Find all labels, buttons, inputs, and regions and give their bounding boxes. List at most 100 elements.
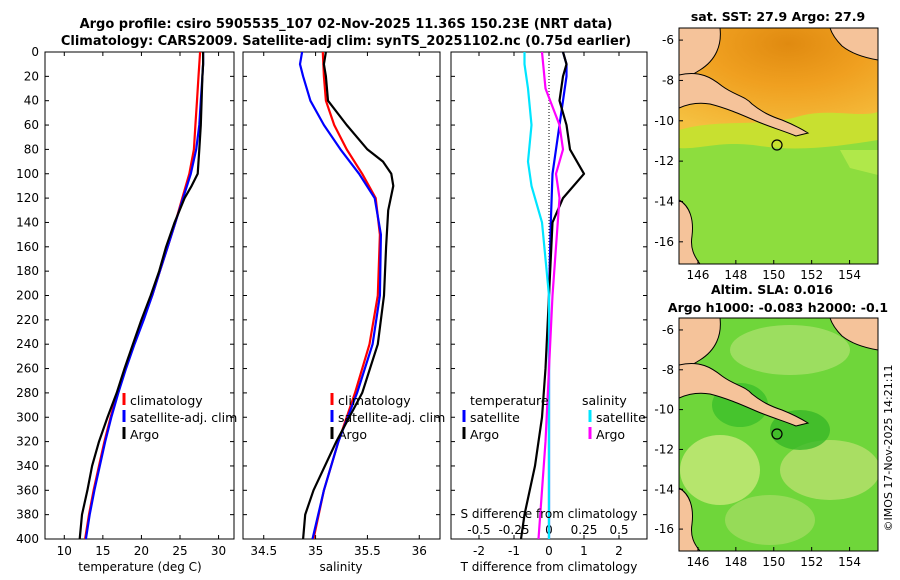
map-x-tick-label: 150: [762, 268, 785, 282]
title-line-1: Argo profile: csiro 5905535_107 02-Nov-2…: [80, 17, 613, 32]
y-tick-label: 320: [16, 435, 39, 449]
land-cape-york: [679, 199, 701, 264]
x-tick-label: -1: [508, 544, 520, 558]
argo-position-marker: [771, 428, 783, 440]
x-tick-label: 20: [134, 544, 149, 558]
map-x-tick-label: 154: [838, 268, 861, 282]
x-tick-label: 35.5: [354, 544, 381, 558]
temperature-xlabel: temperature (deg C): [78, 560, 201, 574]
map-x-tick-label: 152: [800, 268, 823, 282]
sla-high-patch: [725, 495, 815, 545]
map-y-tick-label: -12: [654, 442, 674, 456]
y-tick-label: 220: [16, 313, 39, 327]
map-y-tick-label: -6: [662, 33, 674, 47]
x-tick-label: 2: [615, 544, 623, 558]
y-tick-label: 120: [16, 191, 39, 205]
difference-lines: [519, 52, 586, 539]
sla-high-patch: [780, 440, 878, 500]
temperature-panel: 0 20 40 60 80 100 120 140 160 180 200 220 240 260 280 3…: [16, 45, 237, 574]
land-png-tail: [679, 72, 810, 137]
legend-t-argo: Argo: [470, 427, 499, 442]
sla-high-patch: [680, 435, 760, 505]
map-x-tick-label: 152: [800, 555, 823, 569]
temperature-axes-box: [44, 51, 235, 540]
y-tick-label: 200: [16, 289, 39, 303]
y-tick-label: 300: [16, 410, 39, 424]
y-tick-label: 20: [24, 69, 39, 83]
argo-position-marker: [771, 139, 783, 151]
y-tick-label: 140: [16, 215, 39, 229]
map-y-tick-label: -16: [654, 235, 674, 249]
legend-climatology: climatology: [338, 393, 411, 408]
salinity-xlabel: salinity: [319, 560, 362, 574]
series-argo: [302, 52, 395, 539]
sst-map: sat. SST: 27.9 Argo: 27.9 146 148 150 152 15…: [654, 9, 879, 282]
difference-panel: -2 -1 0 1 2-0.5 -0.25 0 0.25 0.5 T difference fr…: [450, 51, 648, 574]
difference-legend: temperature salinity satellite Argo sate…: [462, 393, 646, 442]
land-new-britain: [829, 28, 878, 61]
x-tick-label-s: 0.5: [609, 523, 628, 537]
map-x-tick-label: 148: [724, 268, 747, 282]
salinity-axes-box: [242, 51, 441, 540]
x-tick-label-s: 0.25: [571, 523, 598, 537]
temperature-legend: climatology satellite-adj. clim Argo: [122, 393, 237, 442]
salinity-ticks: 34.5 35 35.5 36: [243, 51, 440, 558]
series-s-satellite: [523, 52, 551, 539]
map-y-tick-label: -14: [654, 482, 674, 496]
legend-argo: Argo: [338, 427, 367, 442]
y-tick-label: 380: [16, 508, 39, 522]
sla-map: Altim. SLA: 0.016 Argo h1000: -0.083 h20…: [654, 282, 888, 569]
y-tick-label: 400: [16, 532, 39, 546]
map-y-tick-label: -16: [654, 522, 674, 536]
series-s-argo: [537, 52, 565, 539]
x-tick-label: 36: [412, 544, 427, 558]
map-x-tick-label: 154: [838, 555, 861, 569]
x-tick-label: 30: [211, 544, 226, 558]
salinity-legend: climatology satellite-adj. clim Argo: [330, 393, 445, 442]
x-tick-label: -2: [473, 544, 485, 558]
map-y-tick-label: -10: [654, 114, 674, 128]
map-x-tick-label: 146: [686, 555, 709, 569]
difference-xlabel-s: S difference from climatology: [461, 507, 638, 521]
map-y-tick-label: -8: [662, 363, 674, 377]
y-tick-label: 0: [31, 45, 39, 59]
legend-satellite: satellite-adj. clim: [130, 410, 237, 425]
salinity-panel: 34.5 35 35.5 36 salinity climatology satell…: [242, 51, 445, 574]
y-tick-label: 340: [16, 459, 39, 473]
land-new-britain: [829, 318, 878, 351]
legend-climatology: climatology: [130, 393, 203, 408]
legend-header-salinity: salinity: [582, 393, 627, 408]
y-tick-label: 40: [24, 94, 39, 108]
difference-xlabel-t: T difference from climatology: [460, 560, 638, 574]
x-tick-label-s: -0.5: [467, 523, 490, 537]
sst-transition-band: [679, 112, 878, 149]
sst-map-frame: [678, 27, 879, 265]
legend-argo: Argo: [130, 427, 159, 442]
map-y-tick-label: -6: [662, 323, 674, 337]
y-tick-label: 180: [16, 264, 39, 278]
x-tick-label: 1: [580, 544, 588, 558]
map-x-tick-label: 148: [724, 555, 747, 569]
y-tick-label: 60: [24, 118, 39, 132]
imos-watermark: ©IMOS 17-Nov-2025 14:21:11: [882, 365, 895, 532]
land-cape-york: [679, 487, 701, 551]
map-y-tick-label: -12: [654, 154, 674, 168]
title-line-2: Climatology: CARS2009. Satellite-adj cli…: [61, 34, 631, 49]
sst-map-ticks: 146 148 150 152 154 -6 -8 -10 -12 -14 -16: [654, 33, 861, 282]
x-tick-label: 35: [308, 544, 323, 558]
temperature-ticks: 0 20 40 60 80 100 120 140 160 180 200 220 240 260 280 3…: [16, 45, 234, 558]
series-argo: [78, 52, 205, 539]
x-tick-label: 25: [172, 544, 187, 558]
y-tick-label: 260: [16, 362, 39, 376]
x-tick-label: 15: [95, 544, 110, 558]
y-tick-label: 100: [16, 167, 39, 181]
x-tick-label: 0: [545, 544, 553, 558]
sla-map-title-1: Altim. SLA: 0.016: [711, 282, 833, 297]
y-tick-label: 160: [16, 240, 39, 254]
y-tick-label: 360: [16, 483, 39, 497]
map-y-tick-label: -10: [654, 403, 674, 417]
land-png-tail: [679, 362, 810, 427]
sst-patch: [840, 150, 878, 175]
map-x-tick-label: 146: [686, 268, 709, 282]
